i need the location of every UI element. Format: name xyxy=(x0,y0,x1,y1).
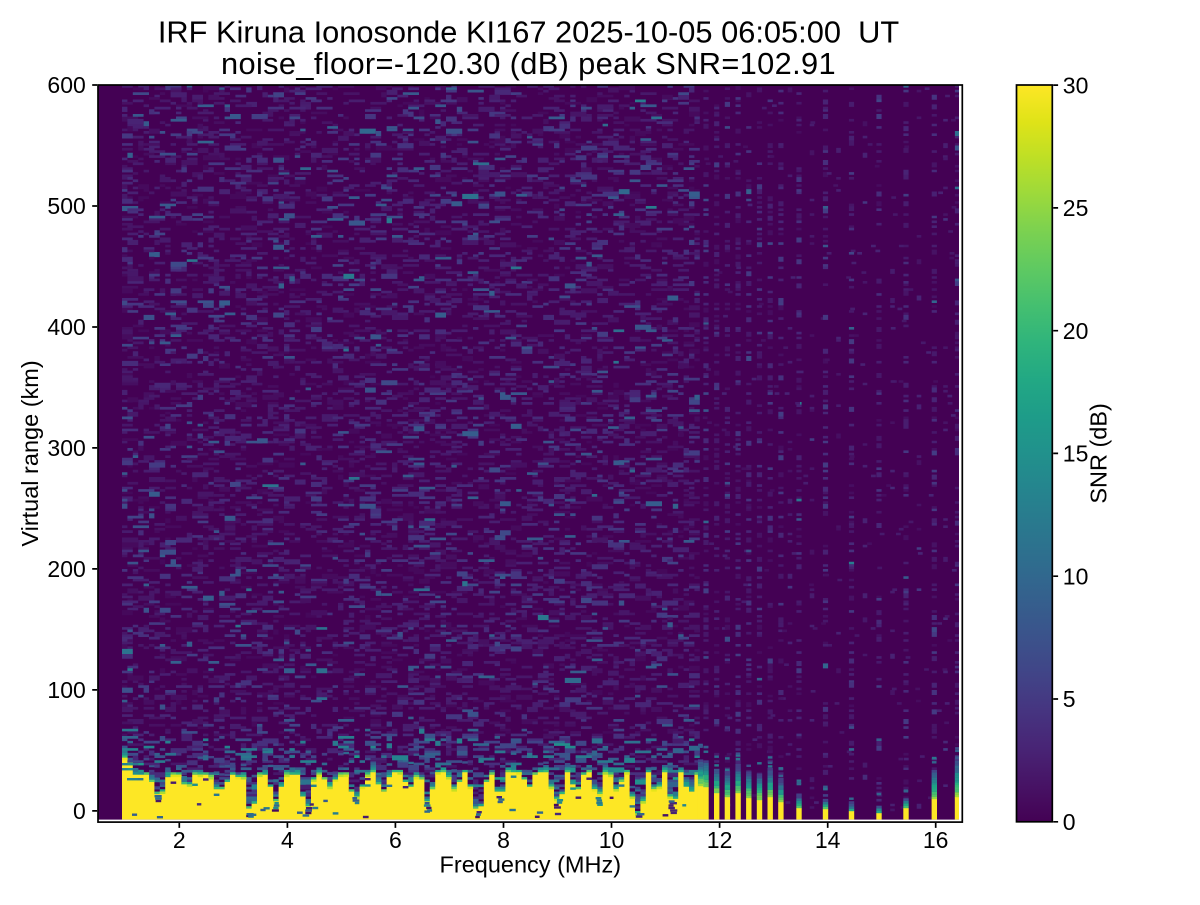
svg-text:5: 5 xyxy=(1063,686,1076,712)
svg-text:2: 2 xyxy=(173,827,186,853)
svg-text:6: 6 xyxy=(389,827,402,853)
svg-text:Virtual range (km): Virtual range (km) xyxy=(17,360,43,546)
svg-text:25: 25 xyxy=(1063,195,1089,221)
svg-text:600: 600 xyxy=(47,72,85,98)
svg-text:30: 30 xyxy=(1063,72,1089,98)
svg-text:noise_floor=-120.30 (dB) peak: noise_floor=-120.30 (dB) peak SNR=102.91 xyxy=(221,46,836,81)
svg-text:15: 15 xyxy=(1063,441,1089,467)
svg-text:300: 300 xyxy=(47,435,85,461)
svg-text:400: 400 xyxy=(47,314,85,340)
svg-text:Frequency (MHz): Frequency (MHz) xyxy=(440,851,622,877)
svg-text:10: 10 xyxy=(599,827,625,853)
svg-text:SNR (dB): SNR (dB) xyxy=(1086,403,1112,504)
svg-text:16: 16 xyxy=(923,827,949,853)
svg-text:20: 20 xyxy=(1063,318,1089,344)
svg-text:8: 8 xyxy=(497,827,510,853)
svg-text:14: 14 xyxy=(815,827,841,853)
svg-text:IRF Kiruna Ionosonde KI167 202: IRF Kiruna Ionosonde KI167 2025-10-05 06… xyxy=(158,15,900,50)
svg-text:0: 0 xyxy=(73,798,86,824)
svg-text:12: 12 xyxy=(707,827,733,853)
svg-text:10: 10 xyxy=(1063,563,1089,589)
svg-text:500: 500 xyxy=(47,193,85,219)
svg-text:200: 200 xyxy=(47,556,85,582)
svg-text:100: 100 xyxy=(47,677,85,703)
svg-text:0: 0 xyxy=(1063,809,1076,835)
svg-text:4: 4 xyxy=(281,827,294,853)
